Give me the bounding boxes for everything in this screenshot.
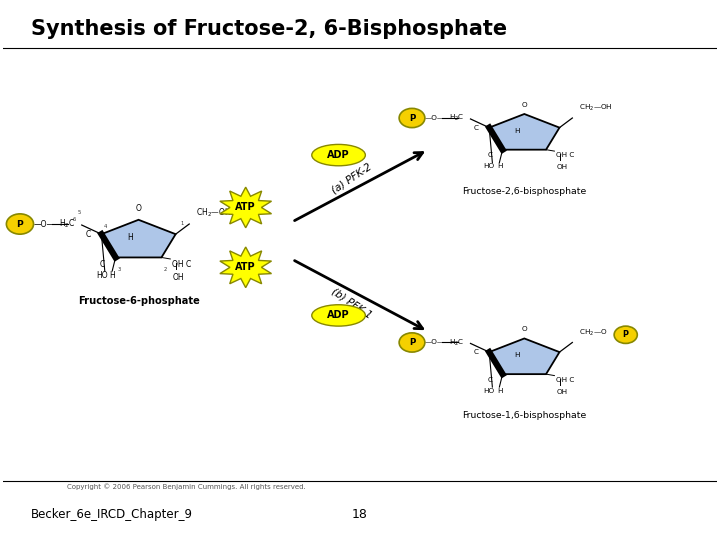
- Text: H: H: [497, 164, 503, 170]
- Text: C: C: [99, 260, 104, 269]
- Text: ATP: ATP: [235, 202, 256, 212]
- Text: ADP: ADP: [328, 310, 350, 320]
- Text: ADP: ADP: [328, 150, 350, 160]
- Polygon shape: [220, 187, 271, 228]
- Text: 3: 3: [117, 267, 121, 272]
- Circle shape: [6, 214, 34, 234]
- Text: Becker_6e_IRCD_Chapter_9: Becker_6e_IRCD_Chapter_9: [32, 508, 194, 521]
- Circle shape: [399, 109, 425, 127]
- Text: C: C: [487, 152, 492, 158]
- Text: C: C: [487, 376, 492, 382]
- Text: HO: HO: [484, 164, 495, 170]
- Text: (a) PFK-2: (a) PFK-2: [330, 161, 373, 195]
- Text: 5: 5: [78, 211, 81, 215]
- Text: P: P: [623, 330, 629, 339]
- Text: H: H: [514, 128, 519, 134]
- Text: $\mathregular{CH_2}$—OH: $\mathregular{CH_2}$—OH: [196, 206, 231, 219]
- Text: H: H: [497, 388, 503, 394]
- Text: Copyright © 2006 Pearson Benjamin Cummings. All rights reserved.: Copyright © 2006 Pearson Benjamin Cummin…: [67, 483, 306, 490]
- Polygon shape: [489, 114, 559, 150]
- Text: P: P: [409, 338, 415, 347]
- Text: ATP: ATP: [235, 262, 256, 272]
- Text: 2: 2: [163, 267, 167, 272]
- Text: HO: HO: [484, 388, 495, 394]
- Text: —O—: —O—: [425, 115, 445, 121]
- Text: H: H: [127, 233, 133, 242]
- Text: OH C: OH C: [557, 152, 575, 158]
- Text: —O—: —O—: [34, 220, 55, 228]
- Text: P: P: [409, 113, 415, 123]
- Text: C: C: [85, 230, 91, 239]
- Text: OH: OH: [172, 273, 184, 282]
- Text: $\mathregular{CH_2}$—OH: $\mathregular{CH_2}$—OH: [579, 103, 613, 113]
- Text: 4: 4: [104, 224, 107, 229]
- Text: Fructose-1,6-bisphosphate: Fructose-1,6-bisphosphate: [462, 411, 587, 420]
- Text: H: H: [109, 271, 115, 280]
- Text: $\mathregular{CH_2}$—O: $\mathregular{CH_2}$—O: [579, 327, 607, 338]
- Text: 6: 6: [73, 218, 76, 222]
- Text: O: O: [135, 204, 141, 213]
- Text: C: C: [474, 125, 479, 131]
- Text: Fructose-2,6-bisphosphate: Fructose-2,6-bisphosphate: [462, 187, 587, 195]
- Text: O: O: [521, 102, 527, 108]
- Text: H: H: [514, 352, 519, 359]
- Text: $\mathregular{H_2}$C: $\mathregular{H_2}$C: [449, 338, 464, 348]
- Text: O: O: [521, 326, 527, 332]
- Polygon shape: [220, 247, 271, 288]
- Text: —O—: —O—: [425, 340, 445, 346]
- Text: 1: 1: [181, 220, 184, 226]
- Circle shape: [614, 326, 637, 343]
- Text: C: C: [474, 349, 479, 355]
- Text: (b) PFK-1: (b) PFK-1: [330, 286, 374, 320]
- Text: HO: HO: [96, 271, 107, 280]
- Text: OH: OH: [557, 389, 567, 395]
- Polygon shape: [489, 339, 559, 374]
- Text: OH C: OH C: [557, 376, 575, 382]
- Text: 18: 18: [352, 508, 368, 521]
- Text: $\mathregular{H_2}$C: $\mathregular{H_2}$C: [58, 218, 75, 230]
- Ellipse shape: [312, 144, 365, 166]
- Text: Fructose-6-phosphate: Fructose-6-phosphate: [78, 296, 199, 307]
- Circle shape: [399, 333, 425, 352]
- Text: OH C: OH C: [172, 260, 192, 269]
- Text: P: P: [17, 220, 23, 228]
- Text: $\mathregular{H_2}$C: $\mathregular{H_2}$C: [449, 113, 464, 123]
- Ellipse shape: [312, 305, 365, 326]
- Text: OH: OH: [557, 164, 567, 170]
- Text: Synthesis of Fructose-2, 6-Bisphosphate: Synthesis of Fructose-2, 6-Bisphosphate: [32, 19, 508, 39]
- Polygon shape: [102, 220, 176, 258]
